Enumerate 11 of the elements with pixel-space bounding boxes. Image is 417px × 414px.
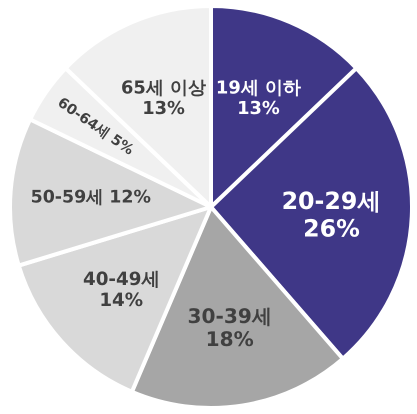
slice-label: 19세 이하	[216, 77, 301, 98]
data-label: 26%	[303, 214, 360, 242]
data-label: 13%	[142, 98, 186, 119]
slice-label: 65세 이상	[121, 77, 206, 98]
data-label: 18%	[206, 327, 254, 352]
slice-label: 40-49세	[82, 268, 160, 290]
data-label: 13%	[237, 98, 280, 119]
slice-label: 20-29세	[282, 187, 382, 216]
slice-label: 50-59세 12%	[30, 187, 151, 208]
data-label: 14%	[99, 290, 144, 311]
slice-label: 30-39세	[188, 304, 272, 328]
